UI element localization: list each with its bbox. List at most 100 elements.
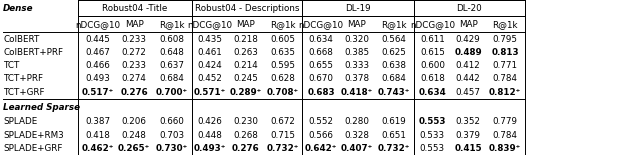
Text: 0.452: 0.452 xyxy=(197,75,222,84)
Text: 0.634: 0.634 xyxy=(419,88,446,97)
Text: MAP: MAP xyxy=(125,20,143,29)
Text: 0.571⁺: 0.571⁺ xyxy=(194,88,226,97)
Bar xyxy=(78,0,192,16)
Text: 0.448: 0.448 xyxy=(197,131,222,140)
Text: 0.424: 0.424 xyxy=(198,61,222,70)
Text: 0.233: 0.233 xyxy=(122,35,147,44)
Text: 0.245: 0.245 xyxy=(233,75,258,84)
Text: 0.605: 0.605 xyxy=(270,35,295,44)
Text: 0.619: 0.619 xyxy=(382,117,406,126)
Text: 0.218: 0.218 xyxy=(233,35,258,44)
Text: 0.625: 0.625 xyxy=(381,48,406,57)
Text: 0.418: 0.418 xyxy=(85,131,110,140)
Text: 0.328: 0.328 xyxy=(344,131,369,140)
Text: 0.642⁺: 0.642⁺ xyxy=(305,144,337,153)
Text: 0.289⁺: 0.289⁺ xyxy=(229,88,262,97)
Text: 0.385: 0.385 xyxy=(344,48,369,57)
Text: 0.274: 0.274 xyxy=(122,75,147,84)
Text: 0.839⁺: 0.839⁺ xyxy=(489,144,521,153)
Text: MAP: MAP xyxy=(236,20,255,29)
Text: Dense: Dense xyxy=(3,4,34,13)
Text: 0.618: 0.618 xyxy=(420,75,445,84)
Text: SPLADE: SPLADE xyxy=(3,117,38,126)
Text: Learned Sparse: Learned Sparse xyxy=(3,102,80,112)
Text: 0.553: 0.553 xyxy=(420,144,445,153)
Text: R@1k: R@1k xyxy=(381,20,407,29)
Text: SPLADE+RM3: SPLADE+RM3 xyxy=(3,131,64,140)
Text: 0.493: 0.493 xyxy=(85,75,110,84)
Text: 0.600: 0.600 xyxy=(420,61,445,70)
Text: 0.379: 0.379 xyxy=(456,131,481,140)
Text: 0.265⁺: 0.265⁺ xyxy=(118,144,150,153)
Text: 0.684: 0.684 xyxy=(159,75,184,84)
Text: 0.272: 0.272 xyxy=(122,48,147,57)
Text: 0.670: 0.670 xyxy=(308,75,333,84)
Text: 0.426: 0.426 xyxy=(198,117,222,126)
Text: 0.263: 0.263 xyxy=(233,48,258,57)
Text: 0.732⁺: 0.732⁺ xyxy=(378,144,410,153)
Text: 0.784: 0.784 xyxy=(493,75,518,84)
Text: Robust04 -Title: Robust04 -Title xyxy=(102,4,168,13)
Text: 0.795: 0.795 xyxy=(493,35,518,44)
Text: 0.779: 0.779 xyxy=(493,117,518,126)
Bar xyxy=(414,0,525,16)
Text: 0.280: 0.280 xyxy=(344,117,369,126)
Text: 0.611: 0.611 xyxy=(420,35,445,44)
Text: 0.415: 0.415 xyxy=(454,144,482,153)
Text: 0.333: 0.333 xyxy=(344,61,369,70)
Text: 0.489: 0.489 xyxy=(454,48,482,57)
Text: 0.648: 0.648 xyxy=(159,48,184,57)
Text: 0.703: 0.703 xyxy=(159,131,184,140)
Text: 0.668: 0.668 xyxy=(308,48,333,57)
Text: DL-20: DL-20 xyxy=(456,4,482,13)
Text: nDCG@10: nDCG@10 xyxy=(298,20,344,29)
Text: 0.684: 0.684 xyxy=(381,75,406,84)
Text: 0.552: 0.552 xyxy=(308,117,333,126)
Text: 0.628: 0.628 xyxy=(270,75,295,84)
Text: ColBERT: ColBERT xyxy=(3,35,40,44)
Text: 0.517⁺: 0.517⁺ xyxy=(81,88,113,97)
Bar xyxy=(192,0,303,16)
Text: 0.418⁺: 0.418⁺ xyxy=(341,88,373,97)
Text: 0.715: 0.715 xyxy=(270,131,295,140)
Text: 0.276: 0.276 xyxy=(232,144,259,153)
Text: 0.637: 0.637 xyxy=(159,61,184,70)
Text: 0.445: 0.445 xyxy=(85,35,110,44)
Text: 0.461: 0.461 xyxy=(198,48,222,57)
Text: TCT: TCT xyxy=(3,61,20,70)
Text: 0.533: 0.533 xyxy=(420,131,445,140)
Text: nDCG@10: nDCG@10 xyxy=(410,20,455,29)
Text: 0.651: 0.651 xyxy=(381,131,406,140)
Text: TCT+GRF: TCT+GRF xyxy=(3,88,45,97)
Text: 0.634: 0.634 xyxy=(308,35,333,44)
Text: 0.457: 0.457 xyxy=(456,88,481,97)
Text: nDCG@10: nDCG@10 xyxy=(188,20,232,29)
Text: 0.467: 0.467 xyxy=(85,48,110,57)
Text: 0.435: 0.435 xyxy=(197,35,222,44)
Text: 0.813: 0.813 xyxy=(491,48,519,57)
Text: 0.672: 0.672 xyxy=(270,117,295,126)
Text: 0.553: 0.553 xyxy=(419,117,446,126)
Text: 0.743⁺: 0.743⁺ xyxy=(378,88,410,97)
Text: 0.683: 0.683 xyxy=(307,88,335,97)
Text: 0.638: 0.638 xyxy=(381,61,406,70)
Text: 0.700⁺: 0.700⁺ xyxy=(156,88,188,97)
Text: 0.352: 0.352 xyxy=(456,117,481,126)
Text: 0.462⁺: 0.462⁺ xyxy=(81,144,114,153)
Text: 0.230: 0.230 xyxy=(233,117,258,126)
Text: 0.660: 0.660 xyxy=(159,117,184,126)
Text: 0.442: 0.442 xyxy=(456,75,481,84)
Text: 0.429: 0.429 xyxy=(456,35,481,44)
Text: 0.378: 0.378 xyxy=(344,75,369,84)
Text: MAP: MAP xyxy=(459,20,477,29)
Text: MAP: MAP xyxy=(348,20,366,29)
Text: 0.615: 0.615 xyxy=(420,48,445,57)
Text: 0.214: 0.214 xyxy=(233,61,258,70)
Text: 0.268: 0.268 xyxy=(233,131,258,140)
Text: DL-19: DL-19 xyxy=(346,4,371,13)
Bar xyxy=(303,0,414,16)
Text: 0.595: 0.595 xyxy=(270,61,295,70)
Text: R@1k: R@1k xyxy=(492,20,518,29)
Text: 0.466: 0.466 xyxy=(85,61,110,70)
Text: 0.566: 0.566 xyxy=(308,131,333,140)
